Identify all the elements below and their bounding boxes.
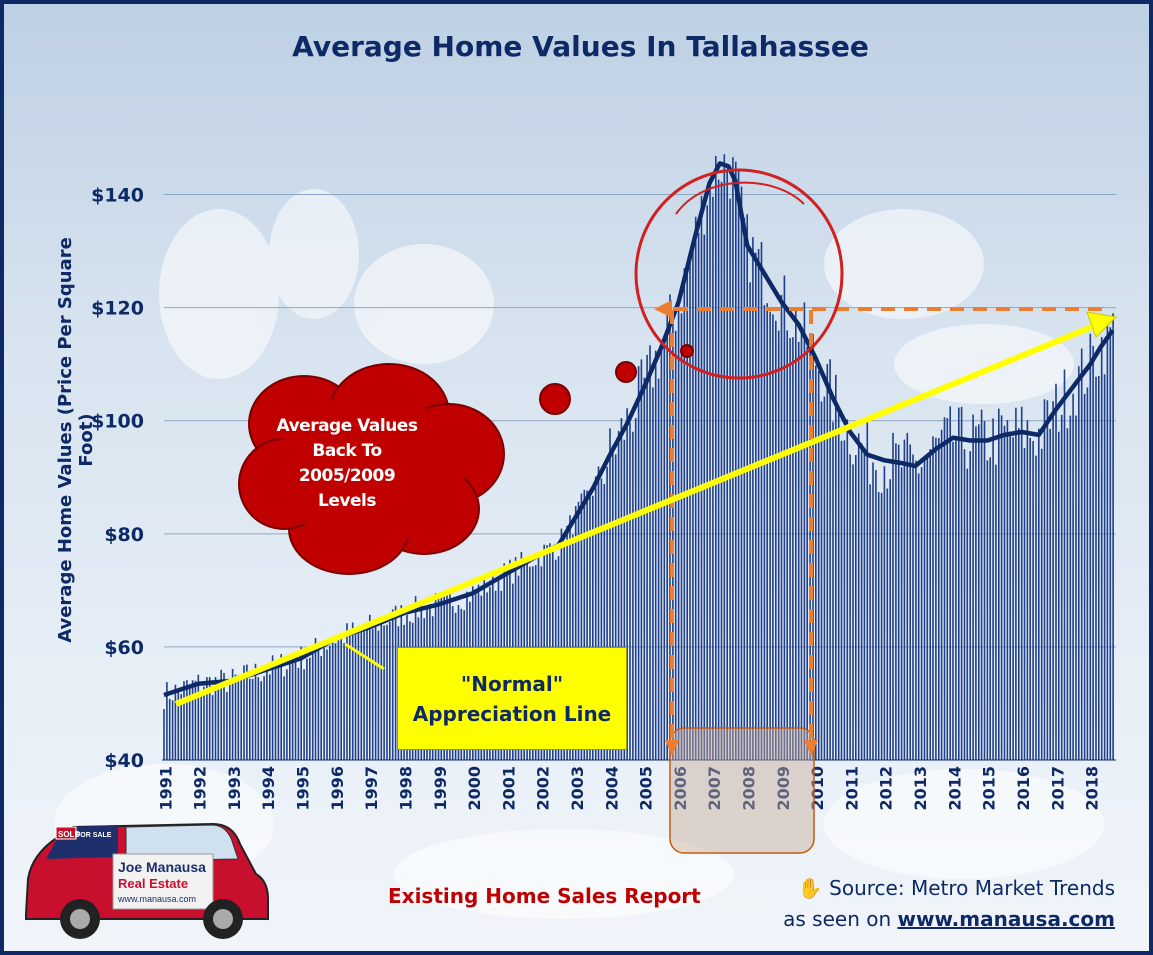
- normal-appreciation-arrowhead: [1086, 311, 1118, 338]
- x-tick-label: 1991: [156, 766, 175, 811]
- y-tick-label: $140: [91, 185, 144, 207]
- range-arrowhead-left: [654, 300, 672, 318]
- x-tick-label: 2017: [1048, 766, 1067, 811]
- x-tick-label: 1996: [328, 766, 347, 811]
- x-tick-label: 1993: [225, 766, 244, 811]
- x-tick-label: 2013: [911, 766, 930, 811]
- trend-line: [163, 161, 1115, 698]
- x-tick-label: 2009: [774, 766, 793, 811]
- chart-title: Average Home Values In Tallahassee: [292, 30, 869, 63]
- x-tick-label: 2010: [808, 766, 827, 811]
- x-tick-label: 2007: [705, 766, 724, 811]
- car-sign-subtitle: Real Estate: [118, 876, 188, 891]
- cloud-text: Average Values Back To 2005/2009 Levels: [272, 414, 422, 514]
- range-arrowhead-down-right: [804, 740, 818, 756]
- y-tick-label: $120: [91, 298, 144, 320]
- range-arrowhead-down-left: [665, 740, 679, 756]
- y-tick-label: $100: [91, 411, 144, 433]
- normal-appreciation-callout: "Normal" Appreciation Line: [397, 647, 627, 750]
- plot-area: $40$60$80$100$120$140 1991 1992 1993 1994 19…: [54, 154, 1118, 919]
- cloud-text-line: Back To: [312, 441, 382, 461]
- source-line: ✋ Source: Metro Market Trends: [798, 876, 1115, 900]
- x-tick-label: 1992: [191, 766, 210, 811]
- x-tick-label: 2003: [568, 766, 587, 811]
- y-tick-label: $60: [104, 637, 144, 659]
- x-tick-label: 2000: [465, 766, 484, 811]
- car-sign-name: Joe Manausa: [118, 859, 206, 875]
- x-tick-label: 2018: [1083, 766, 1102, 811]
- callout-line: "Normal": [460, 671, 564, 696]
- range-highlight-box: [669, 727, 815, 854]
- x-tick-label: 2016: [1014, 766, 1033, 811]
- y-tick-label: $40: [104, 750, 144, 772]
- seen-on-text: as seen on: [783, 907, 892, 931]
- brand-car-illustration: Joe Manausa Real Estate www.manausa.com …: [25, 822, 269, 939]
- normal-appreciation-arrow: [174, 323, 1096, 707]
- x-tick-label: 1998: [396, 766, 415, 811]
- x-tick-label: 2015: [980, 766, 999, 811]
- callout-line: Appreciation Line: [412, 701, 612, 726]
- x-tick-label: 1994: [259, 766, 278, 811]
- callout-pointer: [344, 642, 385, 671]
- y-tick-label: $80: [104, 524, 144, 546]
- x-tick-label: 2012: [877, 766, 896, 811]
- x-tick-label: 2008: [740, 766, 759, 811]
- cloud-text-line: Levels: [318, 491, 376, 511]
- source-text: Source: Metro Market Trends: [829, 876, 1115, 900]
- x-tick-label: 2001: [499, 766, 518, 811]
- peak-highlight-circle: [634, 168, 844, 380]
- cloud-text-line: 2005/2009: [298, 466, 396, 486]
- x-tick-label: 2005: [637, 766, 656, 811]
- range-dashed-lines: [670, 307, 1106, 749]
- source-url-link[interactable]: www.manausa.com: [897, 907, 1116, 931]
- x-tick-label: 2014: [945, 766, 964, 811]
- x-tick-label: 1995: [294, 766, 313, 811]
- x-tick-label: 1999: [431, 766, 450, 811]
- x-tick-label: 2011: [842, 766, 861, 811]
- annotation-cloud: [238, 344, 694, 575]
- x-tick-label: 2002: [534, 766, 553, 811]
- car-for-sale-sign: FOR SALE: [76, 832, 112, 839]
- report-label: Existing Home Sales Report: [388, 884, 701, 908]
- car-sold-sign: SOLD: [58, 830, 80, 839]
- cloud-text-line: Average Values: [276, 416, 418, 436]
- y-tick-labels: $40 $60 $80 $100 $120 $140: [91, 185, 144, 772]
- x-tick-label: 2006: [671, 766, 690, 811]
- x-tick-label: 2004: [602, 766, 621, 811]
- x-tick-labels: 1991 1992 1993 1994 1995 1996 1997 1998 1999 2000…: [156, 766, 1101, 811]
- car-sign-url: www.manausa.com: [117, 894, 196, 904]
- seen-on-line: as seen on www.manausa.com: [783, 907, 1115, 931]
- x-tick-label: 1997: [362, 766, 381, 811]
- hand-pointer-icon: ✋: [797, 876, 823, 900]
